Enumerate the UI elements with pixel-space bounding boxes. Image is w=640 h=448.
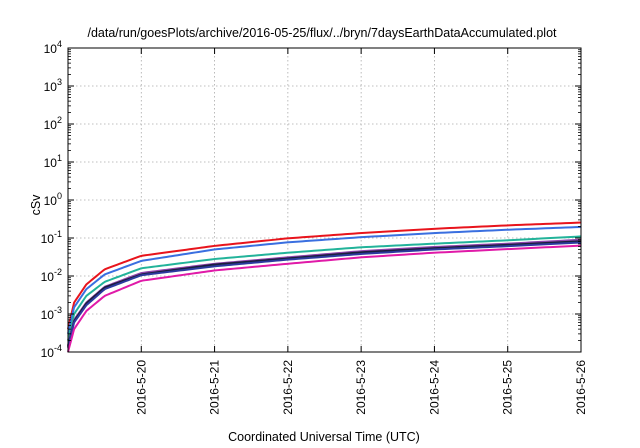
x-tick-label: 2016-5-24 [427,360,441,415]
x-tick-label: 2016-5-20 [134,360,148,415]
y-tick-label: 10-2 [41,267,62,284]
x-tick-label: 2016-5-21 [208,360,222,415]
series-line-1 [67,221,582,330]
series-line-5 [67,240,582,347]
y-tick-label: 103 [44,77,62,94]
series-line-3 [67,235,582,341]
y-tick-label: 100 [44,191,62,208]
series-line-6 [67,241,582,349]
x-tick-label: 2016-5-23 [354,360,368,415]
series-line-2 [67,225,582,335]
x-tick-label: 2016-5-25 [501,360,515,415]
series-line-7 [67,244,582,353]
y-tick-label: 10-3 [41,305,62,322]
y-tick-label: 101 [44,153,62,170]
x-tick-label: 2016-5-22 [281,360,295,415]
y-tick-label: 10-4 [41,343,62,360]
y-tick-label: 104 [44,39,62,56]
x-axis-label: Coordinated Universal Time (UTC) [228,430,420,444]
y-tick-label: 10-1 [41,229,62,246]
y-axis-label: cSv [29,194,43,216]
x-tick-label: 2016-5-26 [574,360,588,415]
chart-title: /data/run/goesPlots/archive/2016-05-25/f… [87,26,557,40]
y-tick-label: 102 [44,115,62,132]
